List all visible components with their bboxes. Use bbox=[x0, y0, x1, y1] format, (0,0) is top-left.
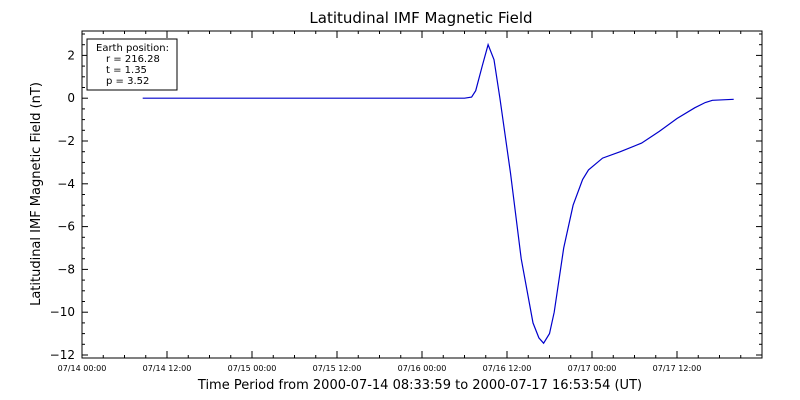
legend-line-0: Earth position: bbox=[96, 43, 169, 54]
x-axis-label: Time Period from 2000-07-14 08:33:59 to … bbox=[197, 378, 642, 393]
x-tick-label: 07/17 00:00 bbox=[568, 364, 617, 373]
y-tick-label: −2 bbox=[57, 134, 75, 148]
y-tick-label: 0 bbox=[67, 91, 75, 105]
plot-frame bbox=[81, 30, 763, 359]
legend-line-1: r = 216.28 bbox=[106, 54, 160, 65]
y-tick-label: −12 bbox=[50, 348, 75, 362]
y-tick-label: 2 bbox=[67, 48, 75, 62]
y-tick-label: −4 bbox=[57, 177, 75, 191]
x-tick-label: 07/17 12:00 bbox=[653, 364, 702, 373]
x-tick-label: 07/15 12:00 bbox=[313, 364, 362, 373]
x-tick-label: 07/16 12:00 bbox=[483, 364, 532, 373]
legend-line-3: p = 3.52 bbox=[106, 76, 149, 87]
legend-box: Earth position: r = 216.28 t = 1.35 p = … bbox=[86, 38, 178, 91]
x-tick-label: 07/15 00:00 bbox=[228, 364, 277, 373]
x-tick-label: 07/14 12:00 bbox=[143, 364, 192, 373]
y-tick-label: −10 bbox=[50, 305, 75, 319]
legend-line-2: t = 1.35 bbox=[106, 65, 147, 76]
y-axis-label: Latitudinal IMF Magnetic Field (nT) bbox=[29, 82, 44, 306]
chart-title: Latitudinal IMF Magnetic Field bbox=[309, 9, 532, 27]
y-tick-label: −8 bbox=[57, 262, 75, 276]
x-tick-label: 07/14 00:00 bbox=[58, 364, 107, 373]
x-tick-label: 07/16 00:00 bbox=[398, 364, 447, 373]
x-ticks: 07/14 00:00 07/14 12:00 07/15 00:00 07/15 1… bbox=[58, 31, 763, 373]
y-tick-label: −6 bbox=[57, 220, 75, 234]
series-line bbox=[142, 42, 734, 345]
y-ticks: 2 0 −2 −4 −6 −8 −10 −12 bbox=[50, 33, 762, 362]
legend-frame bbox=[86, 38, 178, 91]
